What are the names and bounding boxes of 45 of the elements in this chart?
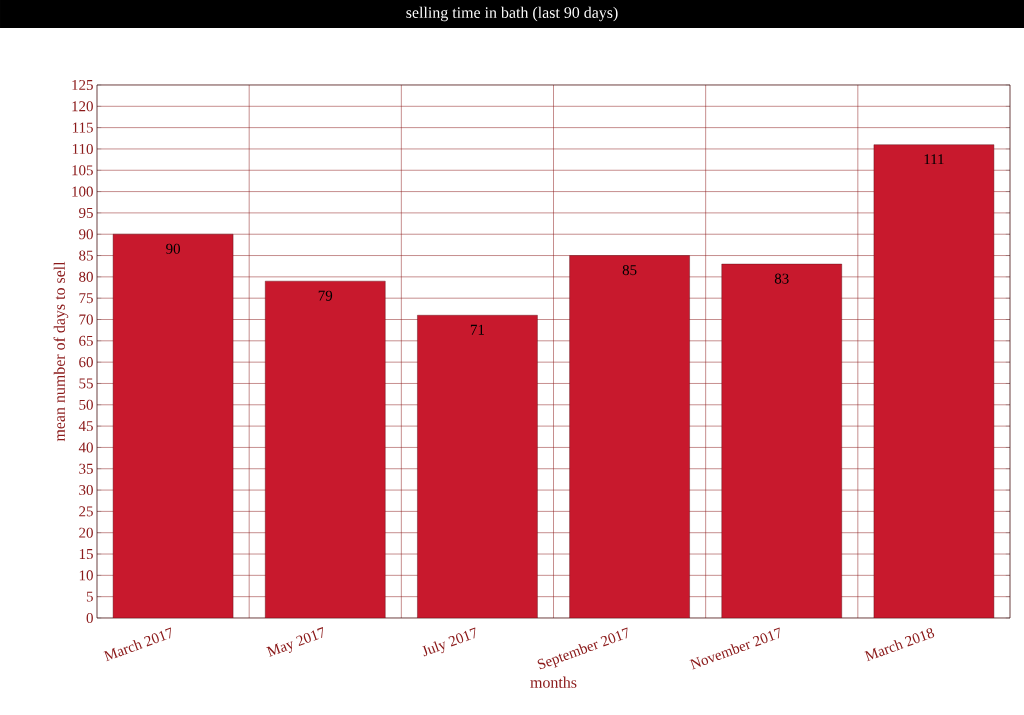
- data-label: 85: [622, 265, 637, 276]
- bar: [569, 255, 690, 618]
- chart-title: selling time in bath (last 90 days): [406, 6, 618, 22]
- y-tick-label: 5: [86, 591, 93, 602]
- x-tick-label: March 2017: [103, 627, 171, 662]
- y-tick-label: 50: [79, 399, 93, 410]
- y-tick-label: 100: [72, 186, 93, 197]
- y-tick-label: 20: [79, 527, 93, 538]
- y-tick-label: 110: [72, 143, 93, 154]
- y-tick-label: 40: [78, 442, 93, 453]
- y-tick-label: 125: [72, 79, 93, 90]
- x-tick-label: July 2017: [422, 627, 476, 657]
- data-label: 79: [318, 290, 333, 301]
- y-tick-label: 10: [79, 570, 93, 581]
- y-tick-label: 0: [86, 612, 93, 624]
- bar: [873, 144, 995, 618]
- data-label: 111: [924, 154, 944, 165]
- y-tick-label: 70: [79, 314, 93, 325]
- y-tick-label: 95: [79, 207, 93, 218]
- x-tick-label: May 2017: [266, 627, 323, 657]
- y-tick-label: 90: [79, 229, 93, 240]
- y-tick-label: 75: [79, 293, 93, 304]
- y-tick-label: 120: [72, 101, 93, 112]
- y-tick-label: 55: [79, 378, 93, 389]
- y-tick-label: 35: [79, 463, 93, 474]
- y-tick-label: 65: [79, 335, 93, 346]
- y-tick-label: 25: [79, 506, 93, 517]
- bar: [265, 281, 386, 618]
- y-tick-label: 45: [78, 421, 93, 432]
- bar: [417, 315, 538, 618]
- bar: [721, 264, 842, 618]
- y-tick-label: 15: [79, 549, 93, 560]
- x-tick-label: March 2018: [864, 628, 935, 662]
- y-tick-label: 105: [72, 165, 93, 176]
- y-tick-label: 60: [79, 357, 93, 368]
- bar: [113, 234, 234, 618]
- x-axis-title: months: [530, 676, 577, 688]
- y-tick-label: 80: [79, 271, 93, 282]
- y-axis-title: mean number of days to sell: [53, 261, 69, 442]
- y-tick-label: 115: [72, 122, 93, 133]
- y-tick-label: 85: [79, 250, 93, 261]
- data-label: 71: [470, 324, 484, 335]
- data-label: 83: [774, 273, 789, 284]
- y-tick-label: 30: [79, 485, 93, 496]
- data-label: 90: [166, 243, 180, 254]
